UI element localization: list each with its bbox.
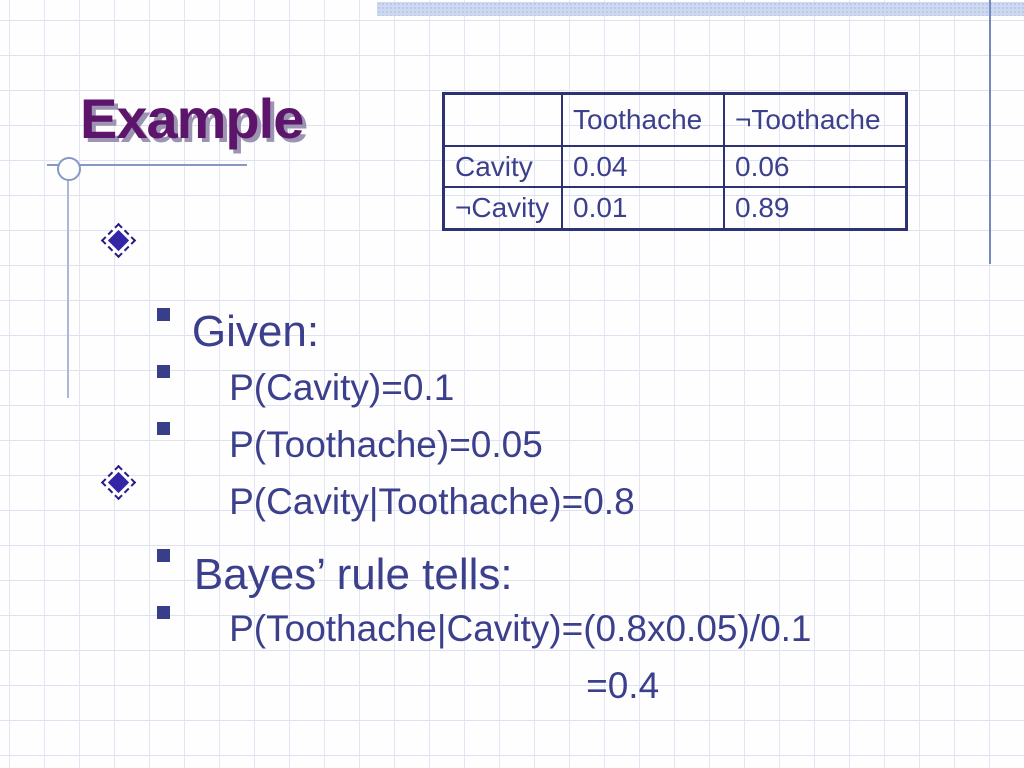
bullet-text: Given: — [191, 306, 320, 356]
bullet-line: Bayes’ rule tells: — [100, 454, 513, 648]
table-cell: 0.01 — [561, 186, 725, 231]
bullet-text: P(Cavity)=0.1 — [229, 367, 455, 409]
square-bullet-icon — [157, 308, 170, 321]
diamond-bullet-icon — [100, 222, 137, 259]
table-header-toothache: Toothache — [561, 92, 725, 147]
table-row-label: ¬Cavity — [442, 186, 563, 231]
table-row-label: Cavity — [442, 145, 563, 188]
bullet-line: P(Cavity|Toothache)=0.8 — [157, 401, 635, 564]
table-cell: 0.04 — [561, 145, 725, 188]
left-accent-line — [67, 178, 69, 398]
square-bullet-icon — [157, 606, 170, 619]
bullet-text: =0.4 — [586, 665, 660, 707]
circle-ornament-icon — [57, 157, 81, 181]
bullet-text: Bayes’ rule tells: — [193, 549, 513, 599]
table-row: ¬Cavity 0.01 0.89 — [442, 186, 908, 231]
square-bullet-icon — [157, 365, 170, 378]
table-header-not-toothache: ¬Toothache — [723, 92, 908, 147]
square-bullet-icon — [157, 422, 170, 435]
table-header-row: Toothache ¬Toothache — [442, 92, 908, 147]
table-corner-cell — [442, 92, 563, 147]
bullet-text: P(Cavity|Toothache)=0.8 — [229, 481, 635, 523]
bullet-text: P(Toothache|Cavity)=(0.8x0.05)/0.1 — [229, 608, 812, 650]
table-row: Cavity 0.04 0.06 — [442, 145, 908, 188]
joint-probability-table: Toothache ¬Toothache Cavity 0.04 0.06 ¬C… — [442, 92, 908, 231]
slide-title: Example — [80, 87, 304, 150]
right-accent-line — [989, 0, 991, 264]
bullet-text: P(Toothache)=0.05 — [229, 424, 543, 466]
table-cell: 0.89 — [723, 186, 908, 231]
diamond-bullet-icon — [100, 464, 137, 501]
title-underline — [47, 164, 247, 166]
table-cell: 0.06 — [723, 145, 908, 188]
bullet-line: P(Cavity)=0.1 — [157, 287, 454, 450]
top-decorative-band — [377, 2, 1024, 16]
bullet-line: Given: — [100, 211, 320, 405]
bullet-line: P(Toothache|Cavity)=(0.8x0.05)/0.1 — [157, 528, 812, 691]
bullet-line: =0.4 — [157, 585, 659, 748]
square-bullet-icon — [157, 549, 170, 562]
bullet-line: P(Toothache)=0.05 — [157, 344, 543, 507]
